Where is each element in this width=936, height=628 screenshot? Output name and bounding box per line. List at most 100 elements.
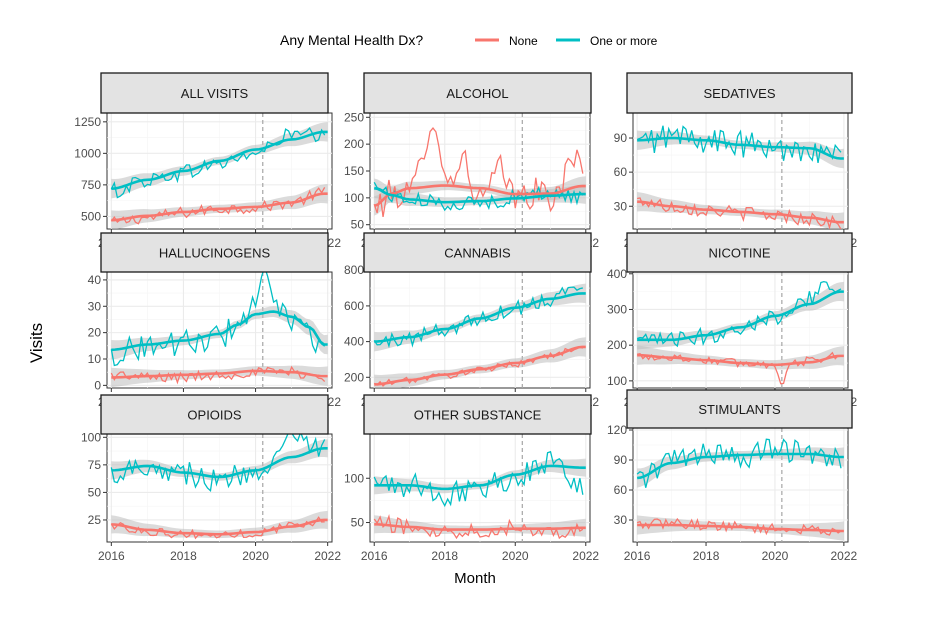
confidence-band xyxy=(637,191,844,229)
facet-title: CANNABIS xyxy=(444,246,511,261)
facet-panel: 50 100 2016 2018 2020 2022 OTHER SUBSTANCE xyxy=(344,394,599,563)
series-line xyxy=(636,438,842,488)
plot-area xyxy=(110,272,328,388)
y-tick-label: 60 xyxy=(614,165,628,179)
facet-panel: 500750100012502016201820202022ALL VISITS xyxy=(74,72,341,250)
trend-line xyxy=(111,369,328,379)
y-tick-label: 30 xyxy=(88,299,102,313)
y-tick-label: 200 xyxy=(607,338,627,352)
y-tick-label: 30 xyxy=(614,513,628,527)
y-tick-label: 50 xyxy=(351,218,365,232)
y-tick-label: 100 xyxy=(344,191,364,205)
facet-title: OTHER SUBSTANCE xyxy=(414,408,542,423)
y-tick-label: 800 xyxy=(344,263,364,277)
y-tick-label: 100 xyxy=(607,374,627,388)
y-tick-label: 200 xyxy=(344,370,364,384)
facet-title: ALCOHOL xyxy=(446,86,508,101)
y-tick-label: 120 xyxy=(607,423,627,437)
confidence-band xyxy=(374,337,586,388)
trend-line xyxy=(373,184,586,208)
y-tick-label: 0 xyxy=(94,378,101,392)
facet-panel: 501001502002502016201820202022ALCOHOL xyxy=(344,72,599,250)
y-tick-label: 250 xyxy=(344,110,364,124)
y-tick-label: 25 xyxy=(88,513,102,527)
confidence-band xyxy=(637,281,844,350)
y-tick-label: 40 xyxy=(88,273,102,287)
x-tick-label: 2016 xyxy=(361,549,388,563)
y-tick-label: 400 xyxy=(344,335,364,349)
facet-strip xyxy=(626,389,853,429)
x-tick-label: 2016 xyxy=(624,549,651,563)
facet-strip xyxy=(626,72,853,114)
plot-area xyxy=(373,113,586,229)
trend-line xyxy=(111,447,328,479)
trend-line xyxy=(637,290,844,342)
y-tick-label: 10 xyxy=(88,352,102,366)
series-line xyxy=(110,516,325,540)
trend-line xyxy=(374,522,586,531)
facet-strip xyxy=(363,394,592,435)
x-tick-label: 2016 xyxy=(98,549,125,563)
trend-line xyxy=(637,200,844,224)
series-line xyxy=(110,127,326,199)
trend-line xyxy=(374,464,586,491)
trend-line xyxy=(373,186,586,204)
trend-line xyxy=(374,345,586,386)
y-tick-label: 200 xyxy=(344,137,364,151)
y-tick-label: 30 xyxy=(614,199,628,213)
x-tick-label: 2020 xyxy=(502,549,529,563)
trend-line xyxy=(637,353,844,367)
x-tick-label: 2020 xyxy=(242,549,269,563)
trend-line xyxy=(374,292,586,343)
trend-line xyxy=(111,518,328,536)
x-tick-label: 2018 xyxy=(693,549,720,563)
trend-line xyxy=(637,523,844,533)
facet-strip xyxy=(363,232,592,273)
y-tick-label: 500 xyxy=(81,209,101,223)
facet-panel: 25 50 75 100 2016 2018 2020 2022 OPIOIDS xyxy=(81,394,341,563)
x-tick-label: 2022 xyxy=(572,549,599,563)
legend-title: Any Mental Health Dx? xyxy=(280,32,423,48)
trend-line xyxy=(637,136,844,160)
facet-panel: 1002003004002016201820202022NICOTINE xyxy=(607,232,858,409)
x-tick-label: 2022 xyxy=(314,549,341,563)
y-tick-label: 100 xyxy=(81,430,101,444)
series-line xyxy=(373,346,584,387)
legend: Any Mental Health Dx? None One or more xyxy=(280,32,658,48)
x-tick-label: 2018 xyxy=(431,549,458,563)
x-tick-label: 2020 xyxy=(762,549,789,563)
legend-label-none: None xyxy=(509,34,538,48)
trend-line xyxy=(111,310,328,352)
facet-title: ALL VISITS xyxy=(181,86,249,101)
facet-title: OPIOIDS xyxy=(187,408,242,423)
plot-area xyxy=(373,272,586,388)
plot-area xyxy=(636,428,844,542)
y-tick-label: 50 xyxy=(88,485,102,499)
plot-area xyxy=(636,272,844,388)
x-axis-title: Month xyxy=(454,570,496,587)
y-tick-label: 75 xyxy=(88,458,102,472)
confidence-band xyxy=(374,458,586,495)
y-tick-label: 90 xyxy=(614,453,628,467)
y-tick-label: 1000 xyxy=(74,146,101,160)
y-tick-label: 100 xyxy=(344,471,364,485)
trend-line xyxy=(636,452,844,480)
facet-panels: 500750100012502016201820202022ALL VISITS… xyxy=(74,72,858,563)
y-tick-label: 90 xyxy=(614,131,628,145)
facet-strip xyxy=(100,232,329,273)
y-tick-label: 1250 xyxy=(74,115,101,129)
facet-panel: 3060902016201820202022SEDATIVES xyxy=(614,72,858,250)
facet-panel: 0102030402016201820202022HALLUCINOGENS xyxy=(88,232,341,409)
y-tick-label: 750 xyxy=(81,178,101,192)
x-tick-label: 2022 xyxy=(831,549,858,563)
x-tick-label: 2018 xyxy=(170,549,197,563)
y-tick-label: 150 xyxy=(344,164,364,178)
series-line xyxy=(373,181,584,212)
y-tick-label: 300 xyxy=(607,302,627,316)
series-line xyxy=(373,127,584,218)
legend-label-one-or-more: One or more xyxy=(590,34,658,48)
facet-title: SEDATIVES xyxy=(703,86,775,101)
facet-strip xyxy=(100,394,329,435)
y-tick-label: 20 xyxy=(88,326,102,340)
